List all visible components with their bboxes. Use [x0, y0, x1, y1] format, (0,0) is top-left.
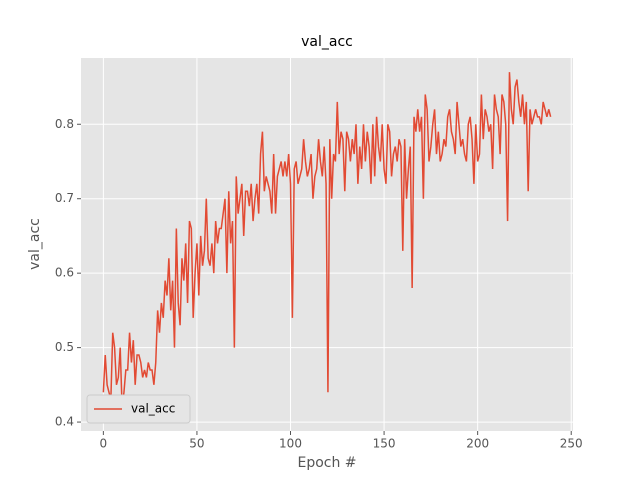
legend-box [86, 394, 191, 424]
y-tick-label: 0.8 [55, 117, 74, 131]
x-tick-label: 50 [189, 437, 204, 451]
x-tick-label: 250 [560, 437, 583, 451]
chart-title: val_acc [301, 34, 353, 50]
data-line [102, 72, 552, 408]
y-tick-label: 0.6 [55, 266, 74, 280]
y-tick-label: 0.7 [55, 191, 74, 205]
x-tick-label: 0 [100, 437, 108, 451]
y-tick-label: 0.5 [55, 340, 74, 354]
x-axis-label: Epoch # [297, 455, 356, 471]
x-tick-label: 100 [279, 437, 302, 451]
y-axis-label: val_acc [27, 218, 43, 270]
legend-label: val_acc [131, 402, 175, 416]
x-tick-label: 200 [466, 437, 489, 451]
x-tick-label: 150 [373, 437, 396, 451]
y-tick-label: 0.4 [55, 415, 74, 429]
